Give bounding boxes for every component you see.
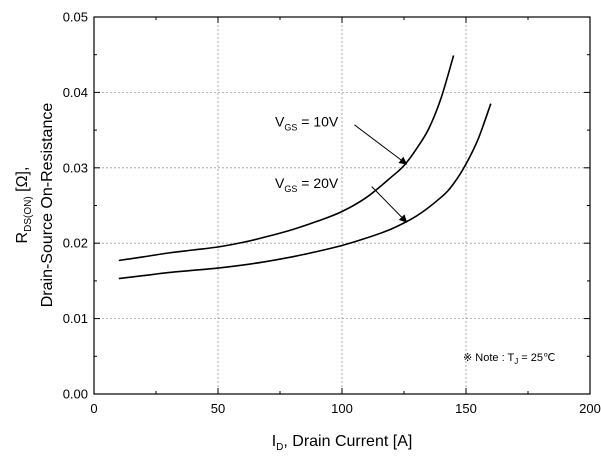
series-curve-0 — [118, 55, 455, 262]
y-tick-label: 0.03 — [63, 160, 88, 175]
x-axis-title: ID, Drain Current [A] — [272, 433, 413, 453]
annotation-arrow-1 — [371, 186, 408, 223]
x-tick-label: 50 — [211, 401, 225, 416]
series-curve-1 — [118, 103, 492, 280]
data-curves — [118, 55, 492, 280]
y-tick-label: 0.01 — [63, 311, 88, 326]
y-tick-label: 0.04 — [63, 85, 88, 100]
series-annotations: VGS = 10V VGS = 20V — [275, 113, 408, 223]
y-tick-labels: 0.00 0.01 0.02 0.03 0.04 0.05 — [63, 10, 88, 402]
x-tick-label: 200 — [579, 401, 601, 416]
series-label-0: VGS = 10V — [275, 113, 339, 132]
y-axis-title-line1: RDS(ON) [Ω], — [14, 167, 34, 244]
x-tick-label: 0 — [90, 401, 97, 416]
x-tick-label: 100 — [331, 401, 353, 416]
y-tick-label: 0.02 — [63, 236, 88, 251]
y-axis-title-line2: Drain-Source On-Resistance — [39, 103, 56, 308]
x-tick-labels: 0 50 100 150 200 — [90, 401, 600, 416]
x-tick-label: 150 — [455, 401, 477, 416]
axis-ticks — [93, 16, 591, 395]
temperature-note: ※ Note : TJ = 25℃ — [463, 352, 555, 366]
series-label-1: VGS = 20V — [275, 175, 339, 194]
annotation-arrow-0 — [354, 124, 408, 165]
grid-lines — [94, 17, 590, 394]
y-tick-label: 0.00 — [63, 387, 88, 402]
y-tick-label: 0.05 — [63, 10, 88, 25]
